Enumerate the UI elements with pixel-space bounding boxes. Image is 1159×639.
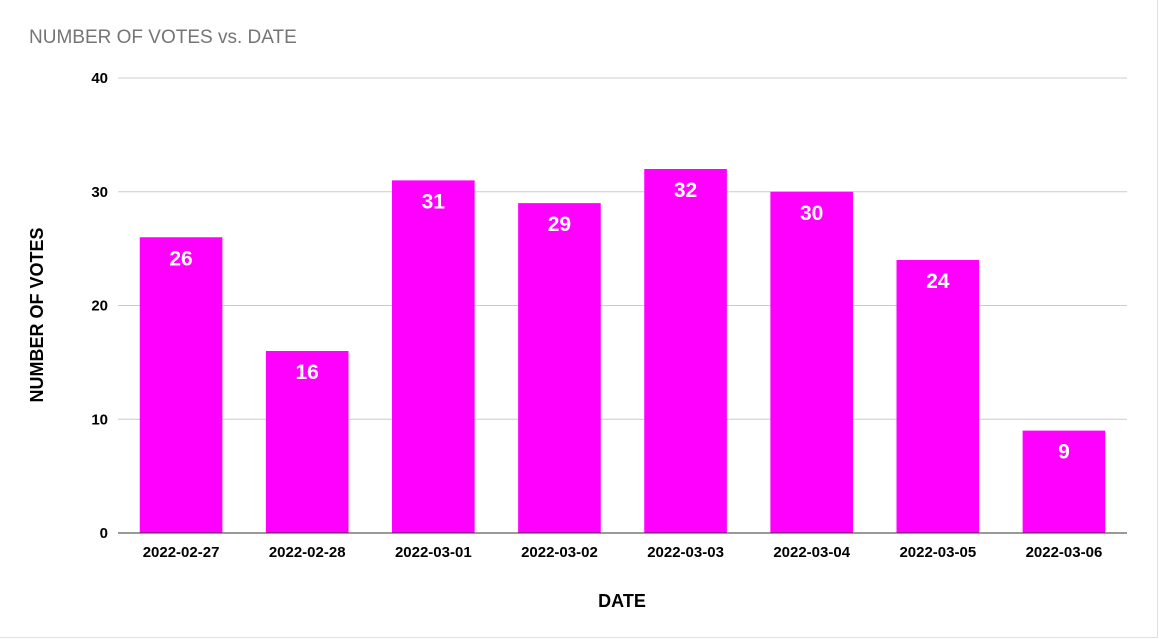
bar-value-label: 16 — [296, 361, 319, 384]
data-labels: 26 16 31 29 32 30 24 9 — [169, 179, 1069, 464]
bar — [896, 260, 980, 533]
bar — [392, 180, 475, 533]
bar — [644, 169, 727, 533]
y-axis-ticks: 0 10 20 30 40 — [91, 70, 108, 542]
bar-value-label: 24 — [926, 270, 950, 293]
bar-value-label: 9 — [1058, 441, 1070, 464]
y-tick-label: 10 — [91, 411, 108, 428]
y-tick-label: 40 — [91, 70, 108, 87]
bar-value-label: 32 — [674, 179, 697, 202]
bar-value-label: 31 — [422, 190, 446, 213]
x-tick-label: 2022-03-04 — [773, 544, 850, 561]
y-tick-label: 0 — [100, 525, 108, 542]
x-tick-label: 2022-03-05 — [899, 544, 976, 561]
bars — [139, 169, 1106, 533]
bar — [1022, 430, 1106, 533]
x-tick-label: 2022-03-01 — [395, 544, 472, 561]
x-tick-label: 2022-02-28 — [269, 544, 346, 561]
x-tick-label: 2022-03-06 — [1026, 544, 1103, 561]
bar — [139, 237, 223, 533]
x-tick-label: 2022-03-03 — [647, 544, 724, 561]
y-tick-label: 30 — [91, 184, 108, 201]
y-tick-label: 20 — [91, 298, 108, 315]
bar-value-label: 29 — [548, 213, 571, 236]
x-tick-label: 2022-03-02 — [521, 544, 598, 561]
x-axis-title: DATE — [598, 591, 646, 611]
bar — [518, 203, 601, 533]
bar — [265, 351, 349, 533]
chart-title: NUMBER OF VOTES vs. DATE — [29, 27, 297, 48]
x-axis-ticks: 2022-02-27 2022-02-28 2022-03-01 2022-03-02… — [143, 544, 1103, 561]
bar — [770, 191, 853, 533]
x-tick-label: 2022-02-27 — [143, 544, 220, 561]
bar-value-label: 26 — [169, 247, 192, 270]
bar-value-label: 30 — [800, 202, 823, 225]
y-axis-title: NUMBER OF VOTES — [27, 227, 47, 402]
